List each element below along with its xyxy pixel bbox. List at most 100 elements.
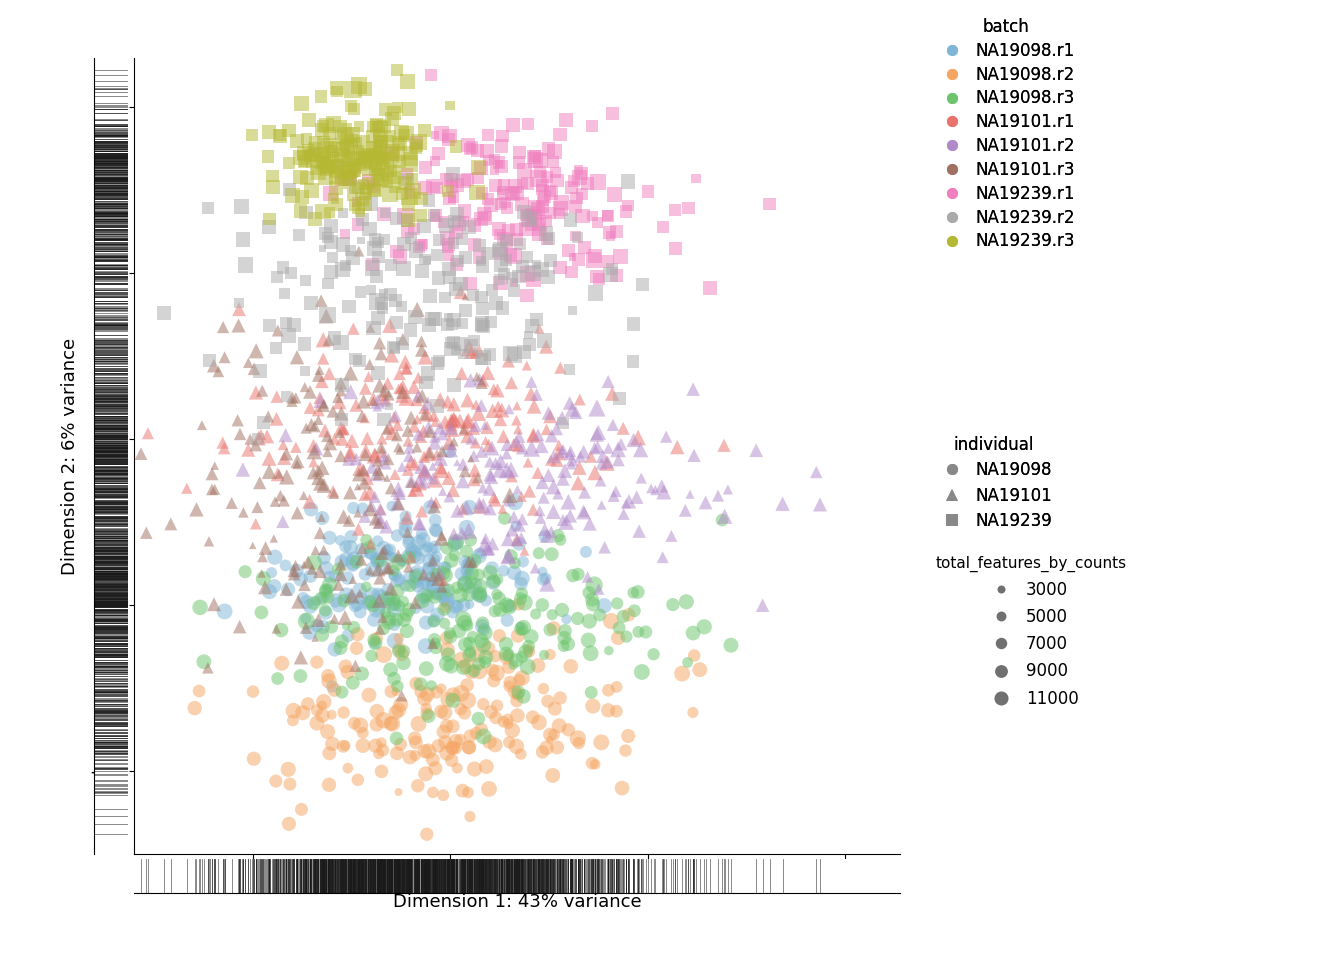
- Point: [430, 460, 452, 475]
- Point: [258, 318, 280, 333]
- Point: [423, 613, 445, 629]
- Point: [266, 389, 288, 404]
- Point: [257, 149, 278, 164]
- Point: [282, 187, 304, 203]
- Point: [380, 286, 402, 301]
- Point: [461, 575, 482, 590]
- Point: [434, 615, 456, 631]
- Point: [462, 287, 484, 302]
- Point: [399, 184, 421, 200]
- Point: [480, 347, 501, 362]
- Point: [597, 253, 618, 269]
- Point: [290, 571, 312, 587]
- Point: [472, 480, 493, 495]
- Point: [519, 644, 540, 660]
- Point: [258, 409, 280, 424]
- Point: [462, 420, 484, 436]
- Point: [609, 391, 630, 406]
- Point: [339, 447, 360, 463]
- Point: [496, 252, 517, 268]
- Point: [304, 555, 325, 570]
- Point: [329, 566, 351, 582]
- Point: [422, 470, 444, 486]
- Point: [379, 560, 401, 575]
- Point: [434, 414, 456, 429]
- Point: [493, 714, 515, 730]
- Point: [399, 569, 421, 585]
- Point: [456, 429, 477, 444]
- Point: [310, 88, 332, 104]
- Point: [263, 549, 285, 564]
- Point: [406, 676, 427, 691]
- Point: [348, 244, 370, 259]
- Point: [343, 555, 364, 570]
- Point: [353, 196, 375, 211]
- Point: [606, 680, 628, 695]
- Point: [469, 495, 491, 511]
- Point: [306, 618, 328, 634]
- Point: [457, 568, 478, 584]
- Point: [534, 529, 555, 544]
- Point: [258, 451, 280, 467]
- Point: [388, 367, 410, 382]
- Point: [347, 627, 368, 642]
- Point: [480, 705, 501, 720]
- Point: [505, 653, 527, 668]
- Point: [586, 400, 607, 416]
- Point: [314, 582, 336, 597]
- Point: [364, 447, 386, 463]
- Point: [466, 143, 488, 158]
- Point: [331, 406, 352, 421]
- Point: [332, 377, 353, 393]
- Point: [199, 352, 220, 368]
- Point: [442, 483, 464, 498]
- Point: [805, 465, 827, 480]
- Point: [536, 576, 558, 591]
- Point: [605, 484, 626, 499]
- Point: [460, 729, 481, 744]
- Point: [370, 137, 391, 153]
- Point: [395, 509, 417, 524]
- Point: [550, 260, 571, 276]
- Point: [339, 147, 360, 162]
- Point: [477, 128, 499, 143]
- Point: [484, 604, 505, 619]
- Point: [665, 241, 687, 256]
- Point: [423, 613, 445, 629]
- Point: [571, 208, 593, 224]
- Point: [371, 735, 392, 751]
- Point: [478, 153, 500, 168]
- Point: [521, 265, 543, 280]
- Point: [707, 488, 728, 503]
- Point: [401, 230, 422, 246]
- Point: [398, 560, 419, 575]
- Point: [473, 206, 495, 222]
- Point: [340, 540, 362, 555]
- Point: [301, 502, 323, 517]
- Point: [503, 186, 524, 202]
- Point: [606, 268, 628, 283]
- Point: [452, 231, 473, 247]
- Point: [401, 549, 422, 564]
- Point: [460, 345, 481, 360]
- Point: [414, 691, 435, 707]
- Point: [374, 455, 395, 470]
- Point: [395, 523, 417, 539]
- Point: [457, 393, 478, 408]
- Point: [512, 176, 534, 191]
- Point: [458, 523, 480, 539]
- Point: [399, 578, 421, 593]
- Point: [438, 261, 460, 276]
- Point: [413, 575, 434, 590]
- Point: [562, 302, 583, 318]
- Point: [396, 362, 418, 377]
- Point: [310, 293, 332, 308]
- Point: [388, 643, 410, 659]
- Point: [352, 501, 374, 516]
- Point: [439, 98, 461, 113]
- Point: [466, 647, 488, 662]
- Point: [374, 383, 395, 398]
- Point: [249, 364, 270, 379]
- Point: [422, 568, 444, 584]
- Point: [591, 497, 613, 513]
